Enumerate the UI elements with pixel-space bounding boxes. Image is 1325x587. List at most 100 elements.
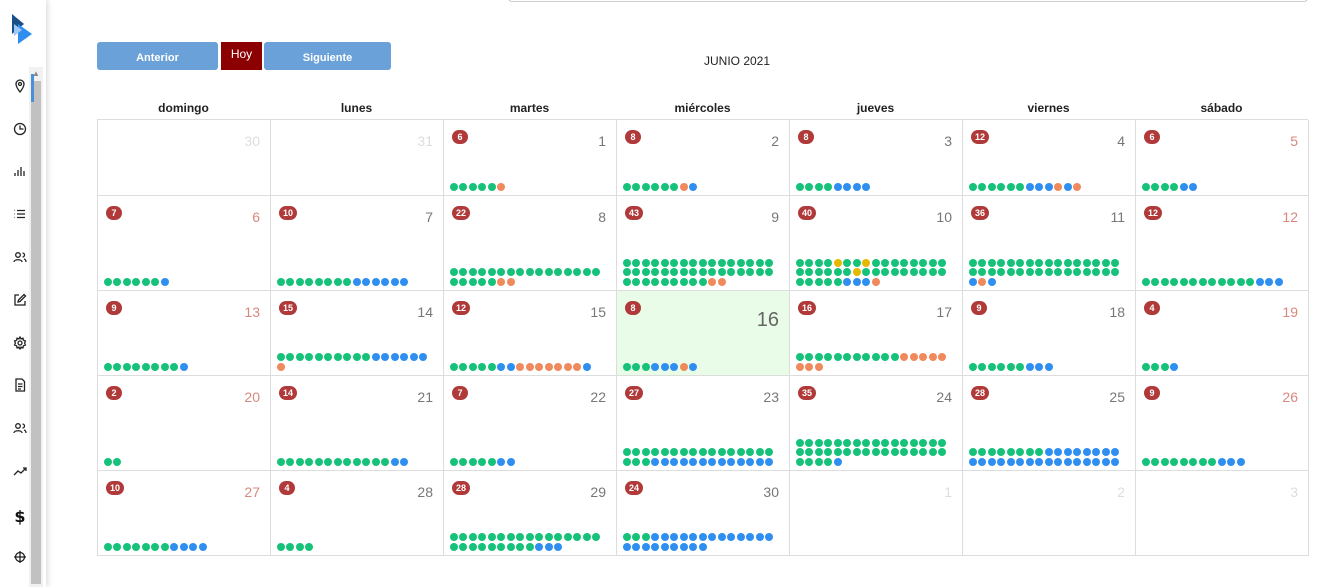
sidebar-item-bar-chart[interactable] [10,163,30,183]
event-dot[interactable] [535,533,543,541]
event-dot[interactable] [736,258,745,267]
event-dot[interactable] [890,258,899,267]
event-dot[interactable] [689,182,697,191]
event-count-badge[interactable]: 14 [279,386,298,400]
event-dot[interactable] [727,258,735,267]
event-dot[interactable] [679,182,688,191]
event-dot[interactable] [795,258,804,267]
calendar-day[interactable]: 20 2 [98,376,271,471]
event-dot[interactable] [968,277,977,286]
event-dot[interactable] [409,353,418,361]
event-dot[interactable] [554,268,562,276]
event-dot[interactable] [987,362,996,371]
event-dot[interactable] [755,457,764,466]
event-dot[interactable] [305,277,313,286]
event-dot[interactable] [708,533,716,541]
event-dot[interactable] [535,542,543,551]
event-dot[interactable] [1189,182,1197,191]
event-dot[interactable] [1092,448,1100,456]
event-dot[interactable] [805,448,813,456]
event-count-badge[interactable]: 28 [971,386,990,400]
event-dot[interactable] [506,542,515,551]
event-dot[interactable] [1025,182,1034,191]
event-dot[interactable] [381,277,389,286]
event-dot[interactable] [1073,448,1081,456]
event-dot[interactable] [1198,457,1207,466]
event-dot[interactable] [1073,258,1081,267]
event-dot[interactable] [525,362,534,371]
sidebar-item-users[interactable] [10,249,30,269]
event-dot[interactable] [670,277,678,286]
event-dot[interactable] [103,542,112,551]
event-dot[interactable] [286,457,294,466]
event-dot[interactable] [843,353,851,361]
event-dot[interactable] [170,362,178,371]
event-dot[interactable] [622,542,631,551]
event-dot[interactable] [544,268,553,276]
event-dot[interactable] [459,533,467,541]
event-dot[interactable] [179,542,188,551]
event-dot[interactable] [997,457,1005,466]
event-dot[interactable] [1179,457,1188,466]
event-dot[interactable] [305,353,313,361]
event-dot[interactable] [814,268,823,276]
calendar-day[interactable]: 7 10 [271,196,444,291]
event-dot[interactable] [698,457,707,466]
event-dot[interactable] [1035,457,1043,466]
event-dot[interactable] [487,182,496,191]
calendar-day[interactable]: 3 [1136,471,1309,556]
event-dot[interactable] [736,533,745,541]
event-dot[interactable] [352,457,361,466]
event-dot[interactable] [679,457,688,466]
event-dot[interactable] [833,277,842,286]
event-dot[interactable] [909,268,918,276]
event-count-badge[interactable]: 28 [452,481,471,495]
event-dot[interactable] [478,457,486,466]
event-dot[interactable] [563,362,572,371]
prev-button[interactable]: Anterior [97,42,218,70]
event-count-badge[interactable]: 12 [452,301,471,315]
event-dot[interactable] [1208,457,1216,466]
event-dot[interactable] [765,258,773,267]
event-dot[interactable] [805,277,813,286]
sidebar-item-group[interactable] [10,420,30,440]
event-dot[interactable] [795,182,804,191]
event-dot[interactable] [997,268,1005,276]
event-dot[interactable] [987,277,996,286]
sidebar-item-document[interactable] [10,377,30,397]
event-dot[interactable] [805,457,813,466]
sidebar-item-edit[interactable] [10,292,30,312]
event-dot[interactable] [698,268,707,276]
event-dot[interactable] [698,542,707,551]
event-dot[interactable] [1170,362,1178,371]
event-dot[interactable] [755,268,764,276]
event-dot[interactable] [805,268,813,276]
event-dot[interactable] [343,277,351,286]
event-dot[interactable] [1006,448,1015,456]
event-dot[interactable] [1054,448,1062,456]
event-dot[interactable] [727,448,735,456]
event-dot[interactable] [459,542,467,551]
event-dot[interactable] [997,182,1005,191]
event-dot[interactable] [362,277,370,286]
event-dot[interactable] [670,268,678,276]
event-count-badge[interactable]: 4 [279,481,295,495]
event-dot[interactable] [862,277,870,286]
event-dot[interactable] [698,277,707,286]
event-dot[interactable] [1101,457,1110,466]
event-dot[interactable] [622,182,631,191]
event-dot[interactable] [968,182,977,191]
event-dot[interactable] [670,542,678,551]
event-dot[interactable] [468,268,477,276]
event-dot[interactable] [622,448,631,456]
event-dot[interactable] [1179,182,1188,191]
event-dot[interactable] [871,258,880,267]
event-dot[interactable] [881,353,889,361]
event-dot[interactable] [689,258,697,267]
event-dot[interactable] [1073,457,1081,466]
event-dot[interactable] [295,457,304,466]
event-dot[interactable] [727,533,735,541]
event-dot[interactable] [852,448,861,456]
event-dot[interactable] [900,448,908,456]
